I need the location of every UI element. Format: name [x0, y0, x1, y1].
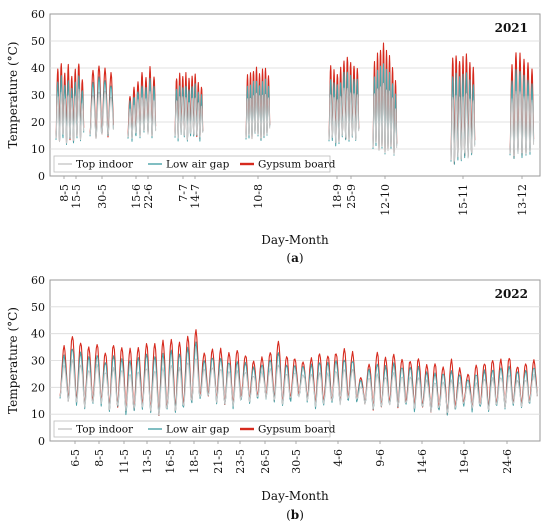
x-tick-label: 18-9	[331, 184, 344, 209]
x-tick-label: 25-9	[345, 184, 358, 209]
y-tick-label: 60	[31, 8, 45, 21]
panel-letter: b	[291, 508, 299, 522]
x-tick-label: 13-12	[516, 184, 529, 216]
x-tick-label: 15-11	[457, 184, 470, 216]
x-tick-label: 11-5	[118, 449, 131, 474]
x-tick-label: 4-6	[332, 449, 345, 467]
x-tick-label: 22-6	[142, 184, 155, 209]
y-tick-label: 10	[31, 408, 45, 421]
x-tick-label: 10-8	[252, 184, 265, 209]
x-axis-label: Day-Month	[261, 489, 329, 503]
panel-caption: (a)	[286, 251, 303, 265]
series-group	[59, 329, 538, 416]
x-tick-label: 12-10	[379, 184, 392, 216]
x-tick-label: 16-5	[164, 449, 177, 474]
y-tick-label: 60	[31, 274, 45, 287]
y-tick-label: 50	[31, 35, 45, 48]
x-tick-label: 24-6	[501, 449, 514, 474]
x-tick-label: 14-7	[189, 184, 202, 209]
legend-box	[53, 155, 331, 173]
legend-label: Low air gap	[166, 159, 230, 171]
y-tick-label: 10	[31, 143, 45, 156]
x-axis-label: Day-Month	[261, 233, 329, 247]
legend-box	[53, 420, 331, 438]
x-tick-label: 9-6	[374, 449, 387, 467]
y-tick-label: 0	[38, 170, 45, 183]
panel-b: 0 10 20 30 40 50 60 Temperature (°C) 6-5 8-5 11-5 1…	[6, 274, 541, 522]
x-tick-label: 26-5	[259, 449, 272, 474]
x-tick-label: 7-7	[177, 184, 190, 202]
y-tick-label: 30	[31, 355, 45, 368]
y-tick-label: 30	[31, 89, 45, 102]
y-tick-label: 50	[31, 301, 45, 314]
x-tick-label: 18-5	[188, 449, 201, 474]
legend: Top indoor Low air gap Gypsum board	[53, 420, 336, 438]
x-tick-label: 15-5	[70, 184, 83, 209]
legend-label: Gypsum board	[258, 424, 336, 436]
y-tick-label: 20	[31, 381, 45, 394]
x-tick-label: 13-5	[141, 449, 154, 474]
y-tick-label: 40	[31, 328, 45, 341]
x-tick-label: 19-6	[458, 449, 471, 474]
y-tick-label: 20	[31, 116, 45, 129]
x-tick-label: 8-5	[58, 184, 71, 202]
x-tick-label: 21-5	[212, 449, 225, 474]
year-annotation: 2021	[495, 21, 528, 35]
x-tick-label: 23-5	[234, 449, 247, 474]
year-annotation: 2022	[495, 287, 528, 301]
panel-a: 0 10 20 30 40 50 60 Temperature (°C) 8-5 15-5 30-5…	[6, 8, 541, 265]
legend-label: Top indoor	[76, 424, 134, 436]
x-tick-label: 15-6	[130, 184, 143, 209]
series-line-top-indoor	[55, 82, 535, 162]
y-tick-label: 40	[31, 62, 45, 75]
legend-label: Low air gap	[166, 424, 230, 436]
y-axis-label: Temperature (°C)	[6, 307, 20, 414]
panel-letter: a	[291, 251, 299, 265]
legend-label: Top indoor	[76, 159, 134, 171]
x-tick-label: 30-5	[96, 184, 109, 209]
x-tick-label: 30-5	[290, 449, 303, 474]
legend-label: Gypsum board	[258, 159, 336, 171]
series-group	[55, 42, 535, 165]
x-tick-label: 6-5	[69, 449, 82, 467]
x-tick-label: 14-6	[416, 449, 429, 474]
y-tick-label: 0	[38, 435, 45, 448]
panel-caption: (b)	[286, 508, 304, 522]
series-line-top-indoor	[59, 358, 538, 416]
legend: Top indoor Low air gap Gypsum board	[53, 155, 336, 173]
x-tick-label: 8-5	[93, 449, 106, 467]
y-axis-label: Temperature (°C)	[6, 42, 20, 149]
